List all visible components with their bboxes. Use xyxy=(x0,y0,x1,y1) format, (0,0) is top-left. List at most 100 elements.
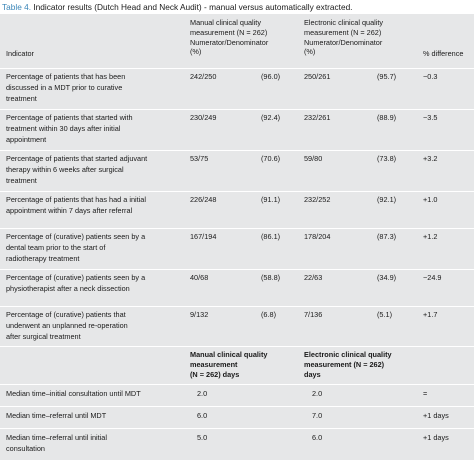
percent-difference: +3.2 xyxy=(423,154,438,163)
indicator-line: underwent an unplanned re-operation xyxy=(6,320,128,330)
indicator-line: appointment within 7 days after referral xyxy=(6,205,133,215)
days-difference: +1 days xyxy=(423,411,449,420)
time-indicator-cell: Median time–initial consultation until M… xyxy=(6,389,141,400)
days-difference: +1 days xyxy=(423,433,449,442)
subheader-electronic-line: days xyxy=(304,369,321,379)
manual-percent: (58.8) xyxy=(261,273,281,282)
manual-percent: (70.6) xyxy=(261,154,281,163)
electronic-percent: (5.1) xyxy=(377,310,393,319)
indicator-line: Median time–referral until MDT xyxy=(6,411,107,420)
indicator-line: Percentage of patients that started adju… xyxy=(6,154,148,163)
indicator-line: consultation xyxy=(6,443,45,453)
percent-difference: −24.9 xyxy=(423,273,442,282)
time-indicator-cell: Median time–referral until MDT xyxy=(6,411,106,422)
indicator-line: Median time–initial consultation until M… xyxy=(6,389,141,398)
indicator-cell: Percentage of patients that has been disc… xyxy=(6,72,125,104)
manual-percent: (86.1) xyxy=(261,232,281,241)
time-indicator-cell: Median time–referral until initial consul… xyxy=(6,433,107,455)
indicator-line: Percentage of patients that started with xyxy=(6,113,133,122)
electronic-numerator: 178/204 xyxy=(304,232,331,241)
percent-difference: −0.3 xyxy=(423,72,438,81)
electronic-numerator: 7/136 xyxy=(304,310,323,319)
percent-difference: −3.5 xyxy=(423,113,438,122)
indicator-cell: Percentage of (curative) patients seen b… xyxy=(6,232,145,264)
subheader-manual-line: measurement xyxy=(190,359,238,369)
indicator-line: after surgical treatment xyxy=(6,331,81,341)
manual-percent: (96.0) xyxy=(261,72,281,81)
row-divider xyxy=(0,306,474,307)
indicator-cell: Percentage of (curative) patients that un… xyxy=(6,310,128,342)
manual-days: 2.0 xyxy=(197,389,208,398)
manual-numerator: 226/248 xyxy=(190,195,217,204)
indicator-cell: Percentage of patients that started with… xyxy=(6,113,133,145)
indicator-line: discussed in a MDT prior to curative xyxy=(6,82,123,92)
manual-numerator: 40/68 xyxy=(190,273,209,282)
indicator-line: therapy within 6 weeks after surgical xyxy=(6,164,124,174)
manual-numerator: 9/132 xyxy=(190,310,209,319)
subheader-manual-line: Manual clinical quality xyxy=(190,350,268,359)
electronic-days: 7.0 xyxy=(312,411,323,420)
indicator-line: Percentage of patients that has had a in… xyxy=(6,195,146,204)
caption-label: Table 4. xyxy=(2,2,32,12)
header-electronic-line: measurement (N = 262) xyxy=(304,27,382,37)
header-diff: % difference xyxy=(423,49,464,58)
manual-numerator: 53/75 xyxy=(190,154,209,163)
electronic-numerator: 232/261 xyxy=(304,113,331,122)
electronic-percent: (87.3) xyxy=(377,232,397,241)
indicator-line: Median time–referral until initial xyxy=(6,433,107,442)
indicator-line: treatment within 30 days after initial xyxy=(6,123,121,133)
row-divider xyxy=(0,269,474,270)
manual-percent: (92.4) xyxy=(261,113,281,122)
manual-days: 5.0 xyxy=(197,433,208,442)
percent-difference: +1.0 xyxy=(423,195,438,204)
electronic-numerator: 22/63 xyxy=(304,273,323,282)
subheader-electronic-line: measurement (N = 262) xyxy=(304,359,385,369)
row-divider xyxy=(0,109,474,110)
manual-numerator: 230/249 xyxy=(190,113,217,122)
days-difference: = xyxy=(423,389,428,398)
subheader-manual: Manual clinical quality measurement (N =… xyxy=(190,350,267,379)
percent-difference: +1.7 xyxy=(423,310,438,319)
header-electronic-line: Electronic clinical quality xyxy=(304,18,384,27)
indicator-line: treatment xyxy=(6,175,37,185)
indicator-line: appointment xyxy=(6,134,47,144)
header-manual-line: (%) xyxy=(190,47,202,57)
row-divider xyxy=(0,228,474,229)
row-divider xyxy=(0,150,474,151)
header-indicator: Indicator xyxy=(6,49,34,58)
subheader-electronic-line: Electronic clinical quality xyxy=(304,350,392,359)
table-caption: Table 4. Indicator results (Dutch Head a… xyxy=(0,0,474,14)
header-manual-line: Numerator/Denominator xyxy=(190,37,269,47)
manual-percent: (91.1) xyxy=(261,195,281,204)
indicator-line: Percentage of (curative) patients seen b… xyxy=(6,232,146,241)
subheader-divider xyxy=(0,346,474,347)
indicator-line: treatment xyxy=(6,93,37,103)
electronic-days: 6.0 xyxy=(312,433,323,442)
header-electronic-line: Numerator/Denominator xyxy=(304,37,383,47)
electronic-numerator: 59/80 xyxy=(304,154,323,163)
electronic-numerator: 232/252 xyxy=(304,195,331,204)
indicator-line: radiotherapy treatment xyxy=(6,253,80,263)
percent-difference: +1.2 xyxy=(423,232,438,241)
row-divider xyxy=(0,384,474,385)
electronic-percent: (34.9) xyxy=(377,273,397,282)
header-manual-line: measurement (N = 262) xyxy=(190,27,268,37)
manual-numerator: 242/250 xyxy=(190,72,217,81)
indicator-cell: Percentage of (curative) patients seen b… xyxy=(6,273,145,295)
manual-numerator: 167/194 xyxy=(190,232,217,241)
indicator-line: Percentage of (curative) patients seen b… xyxy=(6,273,146,282)
indicator-line: physiotherapist after a neck dissection xyxy=(6,283,130,293)
header-manual: Manual clinical quality measurement (N =… xyxy=(190,18,268,57)
electronic-numerator: 250/261 xyxy=(304,72,331,81)
table-background xyxy=(0,14,474,460)
electronic-percent: (92.1) xyxy=(377,195,397,204)
indicator-cell: Percentage of patients that has had a in… xyxy=(6,195,146,217)
electronic-days: 2.0 xyxy=(312,389,323,398)
electronic-percent: (73.8) xyxy=(377,154,397,163)
row-divider xyxy=(0,428,474,429)
electronic-percent: (95.7) xyxy=(377,72,397,81)
manual-percent: (6.8) xyxy=(261,310,277,319)
caption-text: Indicator results (Dutch Head and Neck A… xyxy=(33,2,353,12)
electronic-percent: (88.9) xyxy=(377,113,397,122)
header-electronic: Electronic clinical quality measurement … xyxy=(304,18,383,57)
